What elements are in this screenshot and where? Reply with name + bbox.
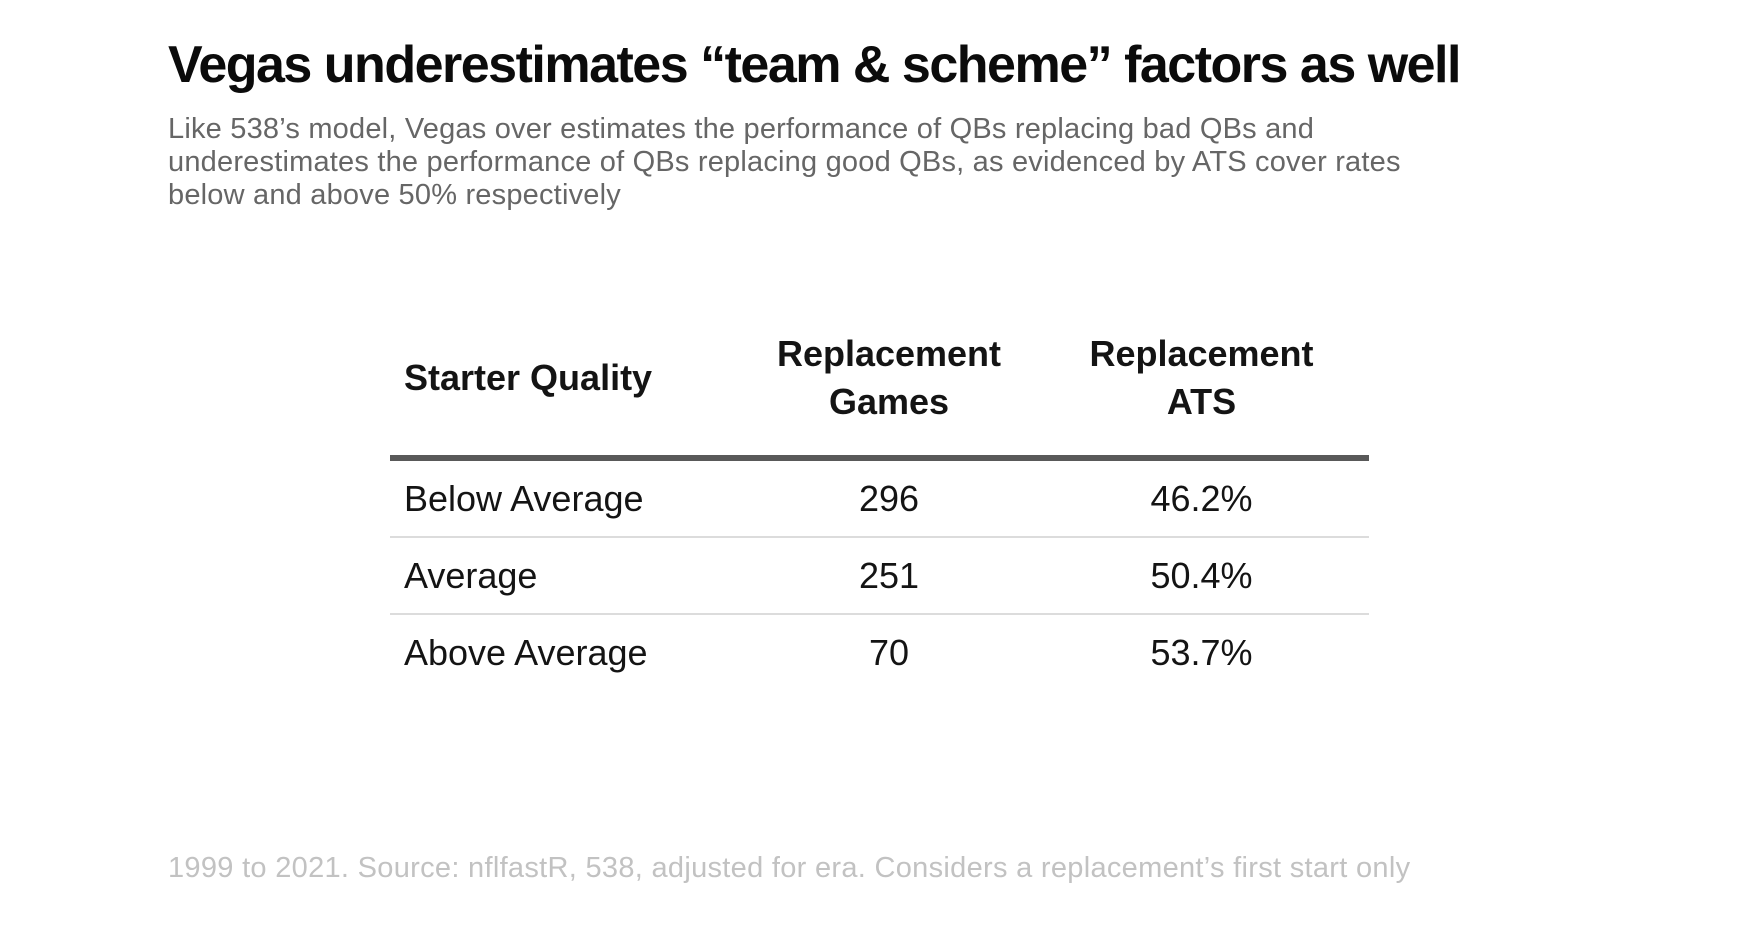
column-header-replacement-ats: Replacement ATS bbox=[1034, 300, 1369, 461]
table-row-above-average: Above Average 70 53.7% bbox=[390, 614, 1369, 690]
table-body: Below Average 296 46.2% Average 251 50.4… bbox=[390, 458, 1369, 690]
slide-title: Vegas underestimates “team & scheme” fac… bbox=[168, 36, 1461, 94]
cell-starter-quality: Above Average bbox=[404, 631, 648, 673]
table-row-average: Average 251 50.4% bbox=[390, 537, 1369, 615]
cell-replacement-ats: 46.2% bbox=[1034, 458, 1369, 538]
cell-replacement-ats: 50.4% bbox=[1034, 537, 1369, 615]
table-row-below-average: Below Average 296 46.2% bbox=[390, 458, 1369, 538]
column-header-replacement-games: Replacement Games bbox=[744, 300, 1034, 461]
table-header-row: Starter Quality Replacement Games Replac… bbox=[390, 300, 1369, 461]
subtitle-line-2: underestimates the performance of QBs re… bbox=[168, 146, 1401, 178]
cell-starter-quality: Below Average bbox=[390, 458, 744, 538]
subtitle-line-3: below and above 50% respectively bbox=[168, 179, 621, 211]
slide-subtitle: Like 538’s model, Vegas over estimates t… bbox=[168, 113, 1401, 212]
column-header-starter-quality: Starter Quality bbox=[390, 300, 744, 461]
cell-starter-quality: Average bbox=[390, 537, 744, 615]
subtitle-line-1: Like 538’s model, Vegas over estimates t… bbox=[168, 113, 1315, 145]
cell-replacement-games: 251 bbox=[744, 537, 1034, 615]
replacement-qb-table: Starter Quality Replacement Games Replac… bbox=[390, 300, 1369, 690]
table-head: Starter Quality Replacement Games Replac… bbox=[390, 300, 1369, 461]
cell-replacement-ats: 53.7% bbox=[1150, 631, 1253, 673]
source-footnote: 1999 to 2021. Source: nflfastR, 538, adj… bbox=[168, 852, 1411, 884]
cell-replacement-games: 70 bbox=[868, 631, 910, 673]
cell-replacement-games: 296 bbox=[744, 458, 1034, 538]
